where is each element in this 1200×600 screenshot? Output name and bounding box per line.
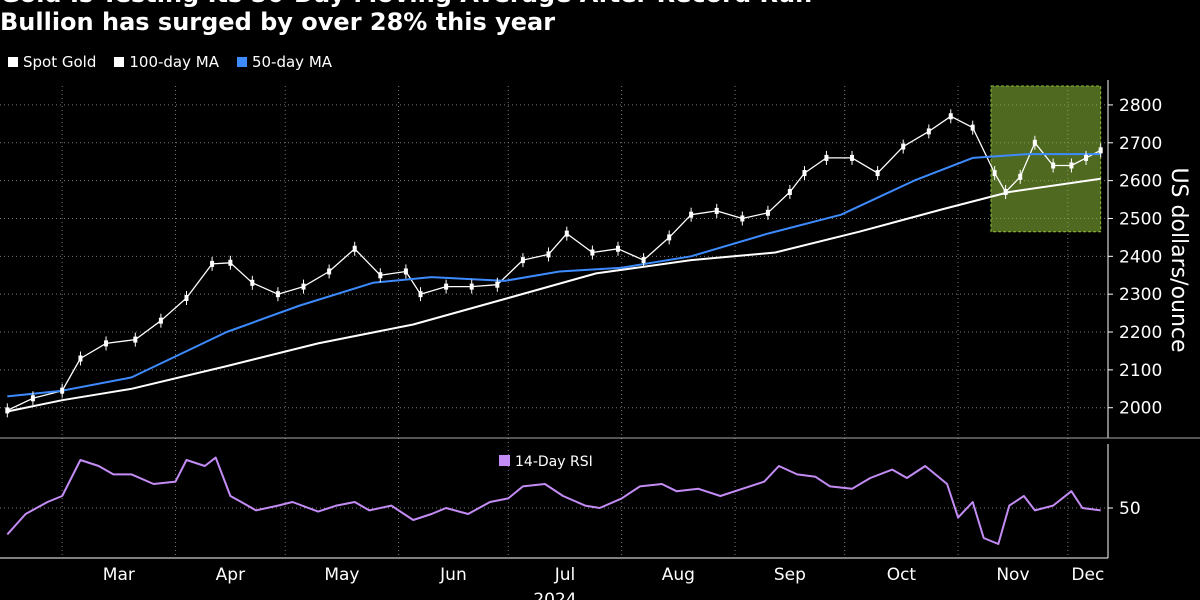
- spot-gold-candle-body: [210, 260, 215, 267]
- highlight-box: [990, 85, 1102, 233]
- x-axis-year-label: 2024: [533, 590, 576, 600]
- x-tick-label: Jul: [554, 565, 576, 585]
- x-tick-label: Sep: [774, 565, 806, 585]
- rsi-y-tick-label: 50: [1119, 499, 1141, 519]
- spot-gold-candle-body: [970, 124, 975, 131]
- spot-gold-candle-body: [184, 294, 189, 301]
- spot-gold-candle-body: [250, 279, 255, 286]
- x-tick-label: Nov: [996, 565, 1029, 585]
- spot-gold-candle-body: [469, 283, 474, 290]
- spot-gold-candle-body: [787, 188, 792, 195]
- x-tick-label: Mar: [103, 565, 135, 585]
- spot-gold-candle-body: [689, 211, 694, 218]
- spot-gold-candle-body: [30, 395, 35, 402]
- spot-gold-line: [7, 115, 1102, 411]
- spot-gold-candle-body: [1003, 188, 1008, 195]
- ma100-line: [7, 177, 1101, 413]
- spot-gold-candle-body: [901, 143, 906, 150]
- y-tick-label: 2300: [1119, 285, 1162, 305]
- rsi-series: [6, 456, 1101, 545]
- legend-item-spot-gold: Spot Gold: [8, 53, 96, 71]
- axes: Mar Apr May Jun Jul Aug Sep Oct Nov Dec 2000 2100 22…: [0, 80, 1200, 585]
- price-series: [5, 109, 1103, 418]
- spot-gold-candle-body: [765, 209, 770, 216]
- legend-item-50-day-ma: 50-day MA: [236, 53, 333, 71]
- y-tick-label: 2700: [1119, 134, 1162, 154]
- spot-gold-candle-body: [1018, 173, 1023, 180]
- spot-gold-candle-body: [60, 387, 65, 394]
- spot-gold-candle-body: [378, 272, 383, 279]
- spot-gold-candle-body: [1032, 139, 1037, 146]
- rsi-legend-swatch: [499, 455, 510, 466]
- y-tick-label: 2500: [1119, 209, 1162, 229]
- spot-gold-candle-body: [615, 245, 620, 252]
- spot-gold-candle-body: [1084, 154, 1089, 161]
- legend-label: 50-day MA: [251, 53, 333, 71]
- chart-title: Gold Is Testing Its 50-Day Moving Averag…: [0, 0, 812, 8]
- spot-gold-candle-body: [158, 317, 163, 324]
- spot-gold-candle-body: [104, 340, 109, 347]
- grid: [0, 86, 1108, 556]
- spot-gold-candle-body: [228, 259, 233, 266]
- x-tick-label: Oct: [887, 565, 917, 585]
- spot-gold-candle-body: [444, 283, 449, 290]
- spot-gold-candle-body: [1069, 162, 1074, 169]
- spot-gold-candle-body: [926, 128, 931, 135]
- rsi-legend-label: 14-Day RSI: [515, 454, 593, 470]
- spot-gold-candle-body: [520, 257, 525, 264]
- spot-gold-candle-body: [850, 154, 855, 161]
- spot-gold-candle-body: [78, 355, 83, 362]
- spot-gold-candle-body: [352, 245, 357, 252]
- rsi-line: [6, 456, 1101, 545]
- spot-gold-candle-body: [327, 268, 332, 275]
- y-tick-label: 2200: [1119, 323, 1162, 343]
- y-tick-label: 2100: [1119, 361, 1162, 381]
- spot-gold-candle-body: [714, 207, 719, 214]
- x-tick-label: Aug: [662, 565, 695, 585]
- legend-label: Spot Gold: [23, 53, 97, 71]
- spot-gold-candle-body: [133, 336, 138, 343]
- legend-label: 100-day MA: [129, 53, 219, 71]
- x-tick-label: Apr: [216, 565, 245, 585]
- ma50-line: [7, 153, 1101, 398]
- y-tick-label: 2000: [1119, 399, 1162, 419]
- spot-gold-candle-body: [275, 291, 280, 298]
- spot-gold-candle-body: [5, 407, 10, 414]
- spot-gold-candle-body: [992, 170, 997, 177]
- legend-item-100-day-ma: 100-day MA: [114, 53, 219, 71]
- y-axis-label: US dollars/ounce: [1166, 167, 1191, 352]
- highlight-region: [990, 85, 1102, 233]
- legend-swatch: [8, 57, 18, 67]
- y-tick-label: 2400: [1119, 247, 1162, 267]
- x-tick-label: May: [324, 565, 359, 585]
- spot-gold-candle-body: [1098, 147, 1103, 154]
- legend-swatch: [114, 57, 125, 67]
- spot-gold-candle-body: [495, 281, 500, 288]
- legend-swatch: [236, 57, 247, 67]
- y-tick-label: 2800: [1119, 96, 1162, 116]
- rsi-legend: 14-Day RSI: [499, 454, 593, 470]
- chart-subtitle: Bullion has surged by over 28% this year: [0, 8, 556, 36]
- legend: Spot Gold 100-day MA 50-day MA: [8, 53, 332, 71]
- y-tick-label: 2600: [1119, 172, 1162, 192]
- spot-gold-candle-body: [590, 249, 595, 256]
- spot-gold-candle-body: [418, 291, 423, 298]
- spot-gold-candle-body: [546, 251, 551, 258]
- spot-gold-candle-body: [802, 170, 807, 177]
- spot-gold-candle-body: [740, 215, 745, 222]
- spot-gold-candle-body: [875, 170, 880, 177]
- spot-gold-candle-body: [824, 154, 829, 161]
- spot-gold-candle-body: [564, 230, 569, 237]
- spot-gold-candle-body: [667, 234, 672, 241]
- spot-gold-candle-body: [641, 257, 646, 264]
- x-tick-label: Dec: [1071, 565, 1104, 585]
- spot-gold-candle-body: [1051, 162, 1056, 169]
- spot-gold-candle-body: [948, 113, 953, 120]
- x-tick-label: Jun: [439, 565, 467, 585]
- spot-gold-candle-body: [301, 283, 306, 290]
- spot-gold-candle-body: [403, 268, 408, 275]
